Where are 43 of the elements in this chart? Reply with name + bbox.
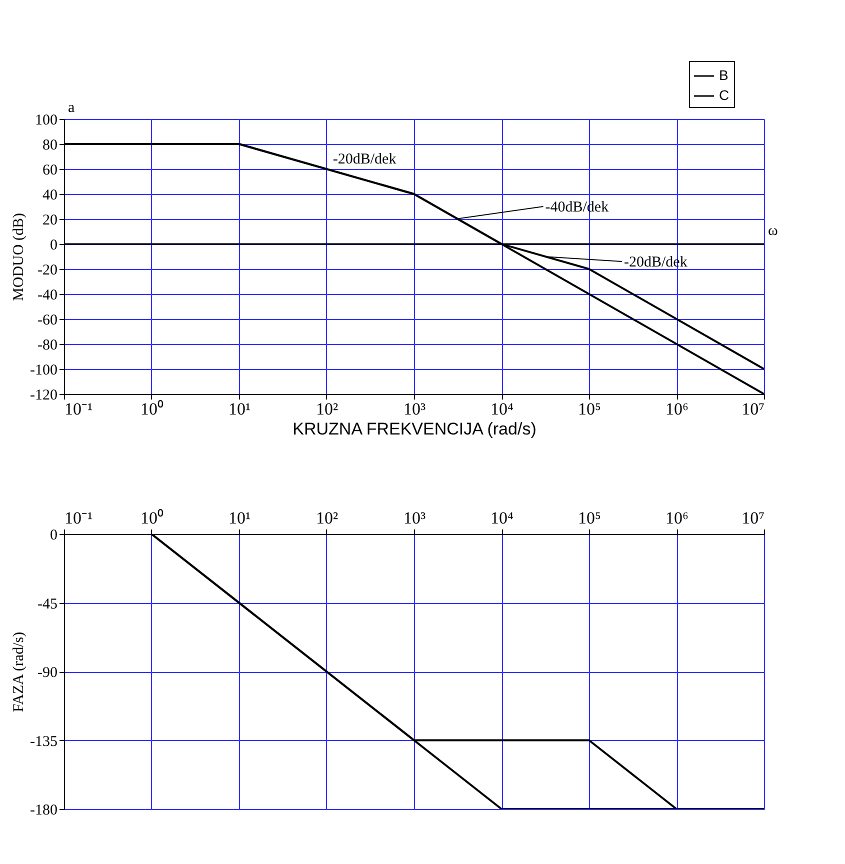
x-tick-label: 10² [316,400,338,418]
y-axis-title: FAZA (rad/s) [11,632,28,712]
x-tick-label: 10² [316,508,338,528]
x-tick-label: 10⁵ [578,400,602,418]
x-tick-label: 10⁶ [666,400,689,418]
legend-label: C [719,87,730,103]
y-tick-label: 0 [50,238,58,254]
x-tick-label: 10¹ [228,400,251,418]
y-tick-label: 80 [42,138,58,154]
x-tick-label: 10⁵ [578,508,602,528]
text: ω [768,223,778,239]
y-tick-label: -20 [38,262,58,278]
x-tick-label: 10⁻¹ [64,508,93,528]
x-axis-title: KRUZNA FREKVENCIJA (rad/s) [292,420,536,438]
x-tick-label: 10⁷ [742,400,765,418]
y-tick-label: 0 [50,528,58,544]
y-tick-label: 100 [35,112,58,128]
x-tick-label: 10⁴ [490,400,514,418]
annotation: -20dB/dek [332,152,397,168]
x-tick-label: 10⁴ [490,508,514,528]
x-tick-label: 10⁶ [666,508,689,528]
y-tick-label: 20 [42,212,58,228]
y-tick-label: -60 [38,312,58,328]
x-tick-label: 10¹ [228,508,251,528]
x-tick-label: 10⁰ [140,508,164,528]
x-tick-label: 10³ [403,400,426,418]
y-tick-label: -180 [30,802,58,818]
legend-label: B [719,67,728,83]
y-tick-label: 40 [42,188,58,204]
y-tick-label: 60 [42,162,58,178]
y-tick-label: -90 [38,665,58,681]
y-tick-label: -135 [30,734,58,750]
x-tick-label: 10³ [403,508,426,528]
y-tick-label: -80 [38,338,58,354]
y-tick-label: -100 [30,362,58,378]
text: a [68,100,75,116]
x-tick-label: 10⁰ [140,400,164,418]
y-tick-label: -40 [38,288,58,304]
y-axis-title: MODUO (dB) [11,213,28,301]
y-tick-label: -45 [38,596,58,612]
x-tick-label: 10⁻¹ [64,400,93,418]
y-tick-label: -120 [30,388,58,404]
x-tick-label: 10⁷ [742,508,765,528]
